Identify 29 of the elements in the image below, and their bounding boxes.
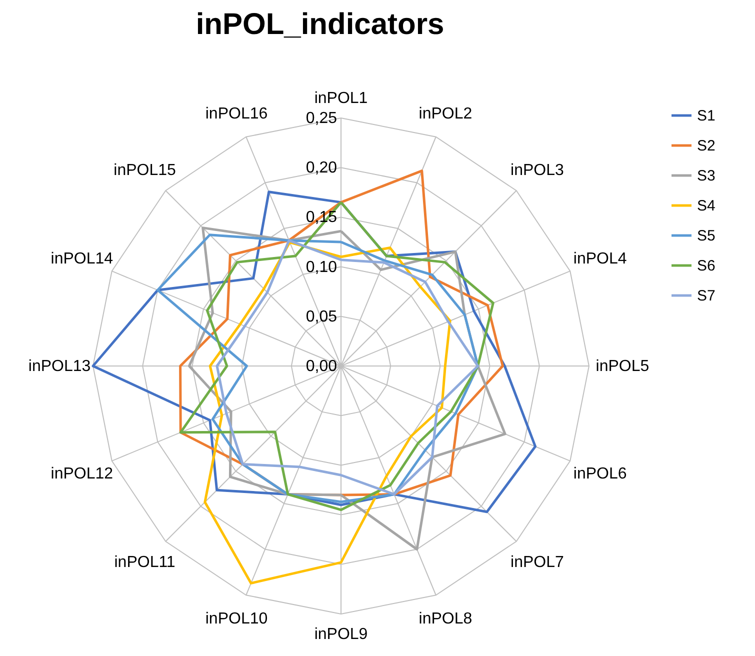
spoke-label: inPOL3 bbox=[510, 162, 564, 179]
spoke-label: inPOL16 bbox=[205, 106, 268, 123]
chart-title: inPOL_indicators bbox=[196, 8, 444, 42]
legend-label: S3 bbox=[697, 168, 716, 184]
spoke-label: inPOL4 bbox=[573, 250, 627, 268]
spoke-label: inPOL13 bbox=[28, 358, 91, 375]
legend-label: S2 bbox=[697, 138, 716, 154]
spoke-label: inPOL6 bbox=[573, 465, 627, 482]
y-tick-label: 0,25 bbox=[306, 110, 338, 127]
legend-label: S4 bbox=[697, 198, 716, 214]
spoke-label: inPOL11 bbox=[114, 554, 176, 572]
spoke-label: inPOL7 bbox=[510, 554, 564, 572]
y-tick-label: 0,00 bbox=[306, 358, 338, 375]
spoke-label: inPOL2 bbox=[418, 106, 472, 123]
spoke-label: inPOL14 bbox=[50, 250, 114, 268]
legend-label: S5 bbox=[697, 228, 716, 244]
spoke-label: inPOL8 bbox=[418, 610, 472, 628]
y-tick-label: 0,20 bbox=[306, 160, 338, 177]
legend-label: S6 bbox=[697, 258, 716, 274]
spoke-label: inPOL9 bbox=[314, 626, 368, 643]
spoke-label: inPOL12 bbox=[50, 465, 114, 482]
spoke-label: inPOL5 bbox=[596, 358, 650, 375]
spoke-label: inPOL10 bbox=[205, 610, 268, 628]
y-tick-label: 0,10 bbox=[306, 258, 338, 276]
legend-label: S1 bbox=[697, 108, 716, 124]
spoke-label: inPOL1 bbox=[314, 90, 368, 108]
legend-label: S7 bbox=[697, 288, 716, 304]
y-tick-label: 0,05 bbox=[306, 308, 338, 326]
spoke-label: inPOL15 bbox=[114, 162, 176, 179]
